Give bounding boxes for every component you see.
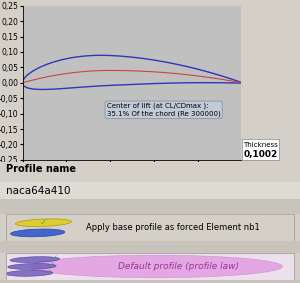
Ellipse shape (10, 257, 60, 262)
Text: Thickness: Thickness (243, 142, 278, 148)
Text: Center of lift (at CL/CDmax ):
35.1% Of the chord (Re 300000): Center of lift (at CL/CDmax ): 35.1% Of … (107, 103, 220, 117)
Text: Default profile (profile law): Default profile (profile law) (118, 262, 239, 271)
Text: naca64a410: naca64a410 (6, 186, 70, 196)
Ellipse shape (16, 219, 71, 227)
Text: ✓: ✓ (52, 255, 58, 261)
Text: ✓: ✓ (46, 269, 52, 275)
Text: ✓: ✓ (40, 218, 47, 227)
Text: Apply base profile as forced Element nb1: Apply base profile as forced Element nb1 (86, 223, 260, 232)
Text: Profile name: Profile name (6, 164, 76, 174)
Ellipse shape (11, 229, 65, 237)
Ellipse shape (8, 263, 56, 269)
Text: ✓: ✓ (49, 262, 55, 268)
Text: 0,1002: 0,1002 (243, 150, 278, 159)
Ellipse shape (5, 270, 53, 276)
Ellipse shape (29, 255, 283, 278)
